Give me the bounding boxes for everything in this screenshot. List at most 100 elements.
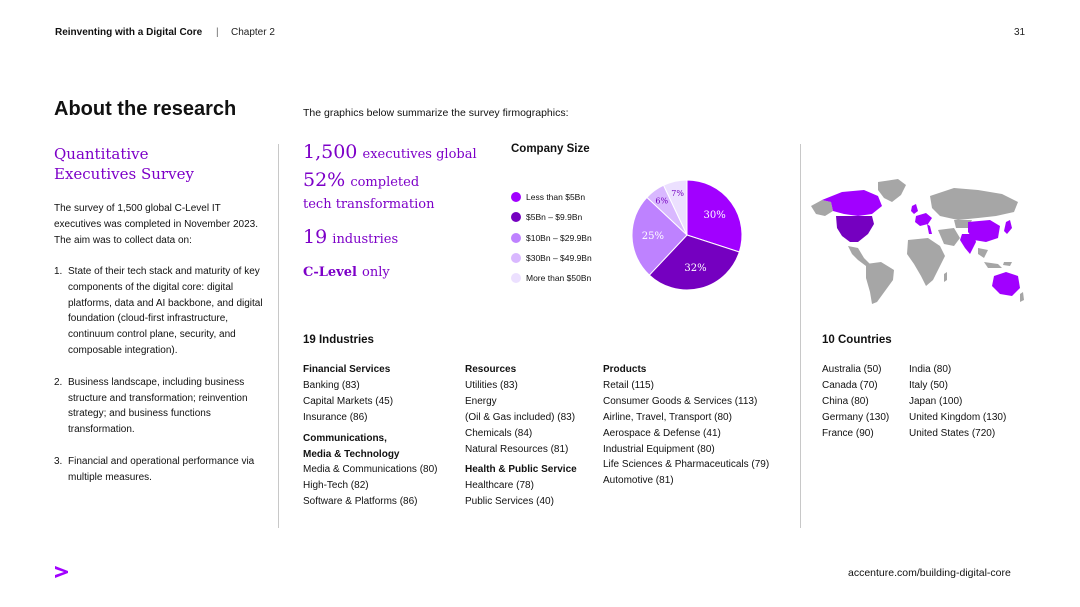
pie-slice <box>662 179 688 236</box>
industries-column-2: Resources Utilities (83) Energy (Oil & Gas … <box>465 362 577 510</box>
legend-label: $30Bn – $49.9Bn <box>526 253 592 264</box>
country-item: China (80) <box>822 395 869 407</box>
pie-slice-label: 30% <box>703 210 725 221</box>
legend-swatch <box>511 192 521 203</box>
stat-clevel-label: only <box>362 265 390 280</box>
chapter-label: Chapter 2 <box>231 27 275 38</box>
legend-label: More than $50Bn <box>526 273 592 284</box>
stat-industries-label: industries <box>332 232 399 247</box>
industry-item: Aerospace & Defense (41) <box>603 427 721 439</box>
header-separator: | <box>216 27 219 38</box>
industry-item: Retail (115) <box>603 379 654 391</box>
pie-slice-label: 25% <box>642 231 664 242</box>
industry-item: Natural Resources (81) <box>465 443 569 455</box>
list-item: 3. Financial and operational performance … <box>54 454 269 486</box>
industry-item: Industrial Equipment (80) <box>603 443 715 455</box>
stat-clevel: C-Level only <box>303 261 390 283</box>
legend-swatch <box>511 232 521 243</box>
country-item: United States (720) <box>909 427 996 439</box>
list-item-text: Business landscape, including business s… <box>68 376 248 436</box>
stat-clevel-value: C-Level <box>303 265 357 280</box>
industry-item: (Oil & Gas included) (83) <box>465 411 576 423</box>
industry-item: Energy <box>465 395 497 407</box>
legend-label: $5Bn – $9.9Bn <box>526 212 583 223</box>
industry-item: High-Tech (82) <box>303 480 369 492</box>
intro-text: The graphics below summarize the survey … <box>303 107 569 119</box>
countries-column-2: India (80) Italy (50) Japan (100) United Ki… <box>909 362 1006 442</box>
stat-industries: 19 industries <box>303 224 398 253</box>
list-item-number: 2. <box>54 376 63 388</box>
survey-description: The survey of 1,500 global C-Level IT ex… <box>54 203 258 246</box>
legend-item: Less than $5Bn <box>511 187 592 207</box>
stat-transformation-label: completed <box>350 175 420 190</box>
industry-item: Utilities (83) <box>465 379 518 391</box>
stat-executives: 1,500 executives global <box>303 139 477 168</box>
legend-label: $10Bn – $29.9Bn <box>526 232 592 243</box>
stat-executives-value: 1,500 <box>303 141 358 163</box>
list-item-text: Financial and operational performance vi… <box>68 455 255 483</box>
industry-item: Chemicals (84) <box>465 427 533 439</box>
stat-executives-label: executives global <box>362 147 477 162</box>
industry-group-heading: Health & Public Service <box>465 464 577 476</box>
list-item-number: 1. <box>54 266 63 277</box>
country-item: Italy (50) <box>909 379 948 391</box>
list-item: 2. Business landscape, including business… <box>54 375 269 438</box>
column-divider-right <box>800 144 801 528</box>
company-size-pie-chart: 30% 32% 25% 6%7% <box>631 179 743 291</box>
industries-title: 19 Industries <box>303 334 374 346</box>
country-item: India (80) <box>909 364 952 375</box>
industry-item: Healthcare (78) <box>465 480 534 492</box>
countries-column-1: Australia (50) Canada (70) China (80) Germa… <box>822 362 889 442</box>
pie-slice-label: 6% <box>655 196 668 205</box>
industry-group-heading: Products <box>603 364 647 375</box>
industry-item: Life Sciences & Pharmaceuticals (79) <box>603 459 770 471</box>
industry-item: Media & Communications (80) <box>303 464 438 476</box>
world-map <box>811 179 1024 304</box>
research-aims-list: 1. State of their tech stack and maturity… <box>54 264 269 502</box>
survey-heading-line2: Executives Survey <box>54 165 194 183</box>
list-item-number: 3. <box>54 455 63 467</box>
industry-item: Banking (83) <box>303 379 360 391</box>
legend-item: $5Bn – $9.9Bn <box>511 207 592 227</box>
stat-industries-value: 19 <box>303 226 328 248</box>
pie-slice <box>631 196 688 276</box>
legend-item: More than $50Bn <box>511 268 592 288</box>
pie-slice-label: 7% <box>671 189 684 198</box>
footer-link[interactable]: accenture.com/building-digital-core <box>848 567 1011 579</box>
page-title: About the research <box>54 98 237 120</box>
country-item: Canada (70) <box>822 379 878 391</box>
stat-transformation-value: 52% <box>303 169 346 191</box>
country-item: France (90) <box>822 427 874 439</box>
pie-slice <box>648 234 740 291</box>
column-divider-left <box>278 144 279 528</box>
legend-item: $10Bn – $29.9Bn <box>511 228 592 248</box>
legend-item: $30Bn – $49.9Bn <box>511 248 592 268</box>
industry-item: Public Services (40) <box>465 496 554 508</box>
industry-group-heading: Resources <box>465 364 517 375</box>
industry-group-heading: Communications, <box>303 432 387 444</box>
legend-swatch <box>511 253 521 264</box>
industry-group-heading: Media & Technology <box>303 448 400 460</box>
survey-heading-line1: Quantitative <box>54 145 149 163</box>
pie-slice-label: 32% <box>684 263 706 274</box>
countries-title: 10 Countries <box>822 334 892 346</box>
list-item: 1. State of their tech stack and maturity… <box>54 264 269 359</box>
pie-slice <box>686 179 743 253</box>
stat-transformation-label-2: tech transformation <box>303 197 435 212</box>
industry-item: Insurance (86) <box>303 411 368 423</box>
industry-item: Consumer Goods & Services (113) <box>603 395 758 407</box>
industry-group-heading: Financial Services <box>303 364 391 375</box>
industry-item: Software & Platforms (86) <box>303 496 418 508</box>
industries-column-3: Products Retail (115) Consumer Goods & Ser… <box>603 362 769 489</box>
industry-item: Airline, Travel, Transport (80) <box>603 411 732 423</box>
country-item: Australia (50) <box>822 364 882 375</box>
report-title: Reinventing with a Digital Core <box>55 27 203 38</box>
chart-legend: Less than $5Bn $5Bn – $9.9Bn $10Bn – $29.9… <box>511 187 592 288</box>
country-item: Germany (130) <box>822 411 890 423</box>
industry-item: Automotive (81) <box>603 475 674 487</box>
industry-item: Capital Markets (45) <box>303 395 394 407</box>
chart-title: Company Size <box>511 143 590 155</box>
legend-swatch <box>511 212 521 223</box>
stat-transformation: 52% completed tech transformation <box>303 170 434 215</box>
page-number: 31 <box>1014 27 1026 38</box>
